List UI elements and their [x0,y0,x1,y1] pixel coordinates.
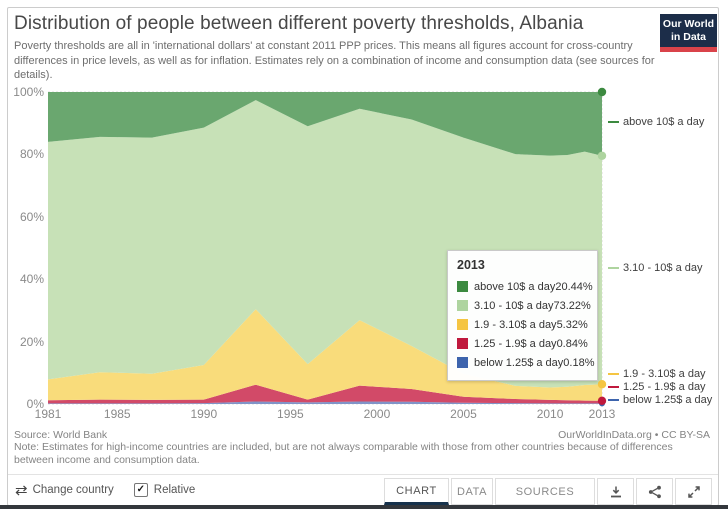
end-dot-1-9-3-10 [597,380,607,389]
toolbar-left: ⇄ Change country ✓ Relative [15,475,195,505]
chart-subtitle: Poverty thresholds are all in 'internati… [14,40,655,82]
series-end-label-text: 1.25 - 1.9$ a day [623,381,706,394]
series-end-label-text: 3.10 - 10$ a day [623,261,703,274]
area-above-10[interactable] [48,92,602,156]
series-end-label-text: 1.9 - 3.10$ a day [623,368,706,381]
tooltip-row: 1.9 - 3.10$ a day 5.32% [457,315,588,334]
relative-toggle[interactable]: ✓ Relative [133,483,196,497]
series-end-label: below 1.25$ a day [608,394,712,406]
change-country-button[interactable]: ⇄ Change country [15,483,114,498]
tab-sources[interactable]: SOURCES [495,478,595,505]
tab-chart[interactable]: CHART [384,478,449,505]
y-axis-tick-label: 60% [19,209,44,224]
tooltip-series-value: 20.44% [555,280,593,293]
series-end-label: above 10$ a day [608,116,704,128]
share-icon [648,485,661,498]
legend-swatch [457,300,468,311]
hover-tooltip: 2013 above 10$ a day 20.44% 3.10 - 10$ a d… [447,250,598,381]
y-axis-tick-label: 0% [26,397,44,411]
series-end-label-text: above 10$ a day [623,115,705,128]
tooltip-series-value: 0.18% [563,356,595,369]
x-axis-tick-label: 1985 [103,407,131,421]
window-bottom-edge [0,505,728,509]
tooltip-series-label: 1.25 - 1.9$ a day [474,337,557,350]
owid-logo-line2: in Data [670,30,706,43]
y-axis-tick-label: 100% [13,85,44,99]
tooltip-series-value: 5.32% [556,318,588,331]
fullscreen-icon [687,485,700,498]
y-axis-tick-label: 80% [19,147,44,162]
end-dot-above-10 [597,87,607,97]
end-dot-3-10-10 [597,151,607,160]
series-dash-icon [608,120,619,124]
x-axis-tick-label: 1995 [277,407,304,421]
x-axis-tick-label: 2013 [588,407,616,421]
tooltip-series-value: 73.22% [553,299,591,312]
x-axis-tick-label: 1981 [34,407,62,421]
legend-swatch [457,281,468,292]
owid-credit-link[interactable]: OurWorldInData.org • CC BY-SA [558,429,710,441]
owid-logo[interactable]: Our World in Data [660,14,717,52]
series-end-label-text: below 1.25$ a day [623,393,713,406]
tooltip-row: below 1.25$ a day 0.18% [457,353,595,372]
chart-card: 0% 20% 40% 60% 80% 100% 1981 1985 1990 1995 2000 2… [7,7,719,506]
tooltip-series-label: below 1.25$ a day [474,356,564,369]
source-line: Source: World Bank [14,429,108,441]
tooltip-series-value: 0.84% [556,337,588,350]
area-1-25-1-9[interactable] [48,384,602,404]
y-axis-tick-label: 40% [19,272,44,287]
tooltip-row: 3.10 - 10$ a day 73.22% [457,296,591,315]
download-icon [610,486,621,497]
series-dash-icon [608,385,619,389]
change-country-label: Change country [32,484,114,496]
legend-swatch [457,357,468,368]
series-dash-icon [608,266,619,270]
end-dot-1-25-1-9 [597,396,607,406]
share-button[interactable] [636,478,673,505]
tooltip-row: 1.25 - 1.9$ a day 0.84% [457,334,588,353]
swap-arrows-icon: ⇄ [15,481,28,499]
series-dash-icon [608,372,619,376]
x-axis-tick-label: 2005 [450,407,477,421]
area-below-1-25[interactable] [48,401,602,405]
tooltip-series-label: 3.10 - 10$ a day [474,299,554,312]
legend-swatch [457,319,468,330]
legend-swatch [457,338,468,349]
tooltip-row: above 10$ a day 20.44% [457,277,593,296]
relative-label: Relative [153,484,196,496]
tab-data[interactable]: DATA [451,478,493,505]
fullscreen-button[interactable] [675,478,712,505]
page-title: Distribution of people between different… [14,13,584,34]
bottom-toolbar: ⇄ Change country ✓ Relative CHART DATA SOU… [8,474,718,505]
x-axis-tick-label: 2010 [536,407,564,421]
tooltip-series-label: above 10$ a day [474,280,556,293]
series-end-label: 1.25 - 1.9$ a day [608,381,706,393]
relative-checkbox[interactable]: ✓ [133,483,148,497]
series-end-label: 1.9 - 3.10$ a day [608,368,706,380]
note-line: Note: Estimates for high-income countrie… [14,441,673,467]
download-button[interactable] [597,478,634,505]
chart-area: 0% 20% 40% 60% 80% 100% 1981 1985 1990 1995 2000 2… [8,8,718,470]
y-axis-tick-label: 20% [19,334,44,349]
tooltip-series-label: 1.9 - 3.10$ a day [474,318,557,331]
tooltip-year: 2013 [457,258,485,272]
toolbar-right: CHART DATA SOURCES [384,475,712,505]
series-end-label: 3.10 - 10$ a day [608,262,703,274]
owid-logo-line1: Our World [662,18,715,31]
series-dash-icon [608,398,619,402]
x-axis-tick-label: 1990 [190,407,218,421]
x-axis-tick-label: 2000 [363,407,391,421]
